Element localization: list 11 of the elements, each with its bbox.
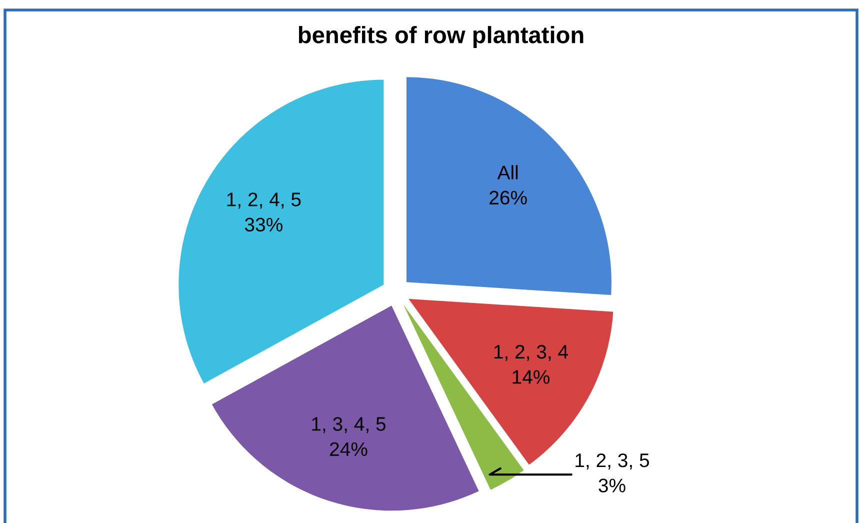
slice-label: All (497, 165, 518, 180)
data-label: 24% (330, 442, 368, 456)
data-label: 26% (490, 190, 527, 205)
slice-label: 1, 2, 3, 4 (494, 344, 568, 361)
slice-label: 1, 2, 3, 5 (576, 453, 650, 470)
data-label: 14% (512, 370, 550, 384)
chart-title: benefits of row plantation (298, 26, 584, 48)
slice-label: 1, 2, 4, 5 (227, 192, 301, 209)
slice-label: 1, 3, 4, 5 (312, 417, 386, 434)
data-label: 33% (244, 218, 282, 232)
data-label: 3% (598, 478, 626, 492)
